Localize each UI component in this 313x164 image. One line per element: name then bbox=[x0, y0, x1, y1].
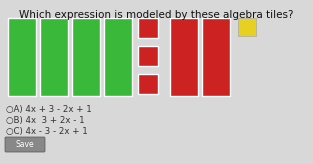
Bar bbox=[238, 18, 256, 36]
Bar bbox=[104, 18, 132, 96]
Bar bbox=[138, 74, 158, 94]
Bar bbox=[202, 18, 230, 96]
Text: ○B) 4x  3 + 2x - 1: ○B) 4x 3 + 2x - 1 bbox=[6, 116, 85, 125]
Bar bbox=[138, 18, 158, 38]
Text: ○A) 4x + 3 - 2x + 1: ○A) 4x + 3 - 2x + 1 bbox=[6, 105, 92, 114]
Bar bbox=[40, 18, 68, 96]
Text: Which expression is modeled by these algebra tiles?: Which expression is modeled by these alg… bbox=[19, 10, 294, 20]
Bar bbox=[72, 18, 100, 96]
Text: Save: Save bbox=[16, 140, 34, 149]
Bar bbox=[170, 18, 198, 96]
Bar bbox=[138, 46, 158, 66]
Bar bbox=[8, 18, 36, 96]
Text: ○C) 4x - 3 - 2x + 1: ○C) 4x - 3 - 2x + 1 bbox=[6, 127, 88, 136]
FancyBboxPatch shape bbox=[5, 137, 45, 152]
